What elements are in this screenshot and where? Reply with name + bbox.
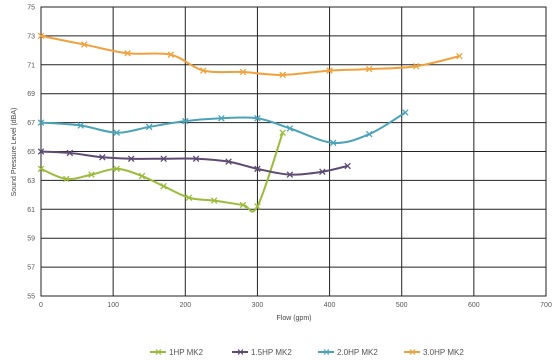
data-point (160, 155, 167, 162)
data-point (279, 71, 286, 79)
legend-marker (323, 349, 330, 355)
y-tick-label: 71 (27, 62, 35, 69)
x-tick-label: 500 (396, 302, 408, 309)
x-axis-title: Flow (gpm) (276, 315, 311, 322)
tick-labels: 0 100 200 300 400 500 600 700 55 57 59 61 63 65 67 69 71… (27, 5, 552, 310)
legend-marker (409, 349, 416, 355)
data-point (402, 109, 409, 116)
data-point (412, 62, 420, 70)
legend-item: 1HP MK2 (150, 348, 204, 357)
y-tick-label: 55 (27, 294, 35, 301)
legend-label: 3.0HP MK2 (423, 348, 464, 357)
data-point (218, 115, 225, 122)
data-point (319, 168, 326, 175)
data-point (185, 194, 193, 201)
data-point (365, 130, 373, 138)
data-point (77, 122, 84, 129)
data-point (113, 129, 121, 136)
data-point (124, 49, 131, 57)
data-point (456, 52, 463, 60)
legend-marker (237, 349, 244, 355)
data-point (192, 155, 200, 162)
series-3 (37, 32, 463, 79)
x-tick-label: 0 (39, 302, 43, 309)
y-tick-label: 63 (27, 178, 35, 185)
y-tick-label: 73 (27, 33, 35, 40)
data-point (37, 32, 45, 40)
y-tick-label: 75 (27, 5, 35, 12)
data-point (37, 119, 45, 126)
legend-label: 1.5HP MK2 (251, 348, 292, 357)
data-point (62, 175, 70, 183)
data-point (279, 129, 286, 136)
series-line (40, 150, 348, 176)
y-tick-label: 67 (27, 120, 35, 127)
x-tick-label: 100 (107, 302, 119, 309)
series-line (40, 132, 284, 213)
series-2 (37, 109, 409, 147)
data-point (66, 149, 74, 157)
data-point (326, 67, 333, 74)
y-tick-label: 59 (27, 236, 35, 243)
data-point (286, 125, 294, 132)
data-point (37, 148, 45, 155)
data-point (286, 171, 294, 178)
series-line (40, 34, 460, 76)
data-point (88, 171, 95, 178)
series-1 (37, 148, 351, 178)
legend: 1HP MK2 1.5HP MK2 2.0HP MK2 3.0HP MK2 (150, 348, 464, 357)
data-point (182, 117, 189, 125)
series-lines (37, 32, 463, 213)
legend-item: 1.5HP MK2 (232, 348, 292, 357)
data-point (254, 165, 261, 173)
grid (40, 6, 547, 297)
data-point (239, 68, 247, 76)
x-tick-label: 300 (252, 302, 264, 309)
y-tick-label: 57 (27, 265, 35, 272)
legend-item: 2.0HP MK2 (318, 348, 378, 357)
data-point (254, 203, 261, 210)
data-point (81, 41, 88, 48)
data-point (37, 165, 45, 173)
legend-label: 1HP MK2 (169, 348, 204, 357)
data-point (138, 172, 146, 180)
y-tick-label: 69 (27, 91, 35, 98)
data-point (113, 165, 121, 173)
data-point (365, 65, 373, 73)
data-point (200, 67, 207, 74)
y-tick-label: 61 (27, 207, 35, 214)
x-tick-label: 200 (179, 302, 191, 309)
data-point (99, 154, 106, 161)
data-point (329, 139, 337, 147)
x-tick-label: 700 (540, 302, 552, 309)
series-0 (37, 129, 286, 213)
legend-item: 3.0HP MK2 (404, 348, 464, 357)
data-point (210, 197, 218, 204)
legend-marker (155, 349, 162, 355)
data-point (254, 115, 261, 122)
data-point (167, 51, 175, 58)
data-point (145, 123, 153, 131)
data-point (225, 158, 232, 165)
x-tick-label: 400 (324, 302, 336, 309)
data-point (127, 155, 135, 162)
y-tick-label: 65 (27, 149, 35, 156)
data-point (239, 201, 247, 209)
y-axis-title: Sound Pressure Level (dBA) (11, 108, 18, 197)
legend-label: 2.0HP MK2 (337, 348, 378, 357)
data-point (344, 162, 351, 170)
data-point (160, 182, 167, 190)
x-tick-label: 600 (468, 302, 480, 309)
